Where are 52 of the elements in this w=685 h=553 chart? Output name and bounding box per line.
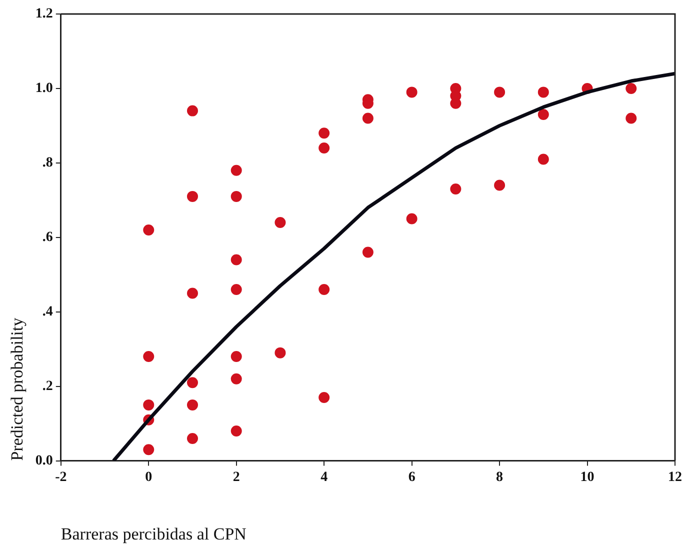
y-tick-label: .2 xyxy=(42,378,53,394)
y-axis-title: Predicted probability xyxy=(8,317,27,461)
point xyxy=(230,254,242,266)
point xyxy=(318,284,330,296)
y-tick-label: 0.0 xyxy=(35,453,53,468)
x-axis-title: Barreras percibidas al CPN xyxy=(60,524,246,544)
point xyxy=(143,224,154,236)
point xyxy=(538,86,549,98)
point xyxy=(230,351,242,362)
point xyxy=(406,213,418,224)
y-tick-label: 1.2 xyxy=(35,6,53,22)
point xyxy=(186,105,198,116)
point xyxy=(362,246,374,258)
point xyxy=(186,190,198,202)
point xyxy=(318,142,330,154)
point xyxy=(318,128,330,139)
point xyxy=(538,109,549,120)
point xyxy=(406,86,418,98)
y-tick-label: 1.0 xyxy=(35,81,53,96)
point xyxy=(143,444,154,456)
point xyxy=(186,399,198,410)
point xyxy=(538,154,549,165)
x-tick-label: 6 xyxy=(408,470,416,485)
point xyxy=(230,190,242,202)
point xyxy=(494,86,506,98)
x-tick-label: 0 xyxy=(145,470,152,485)
y-tick-label: .8 xyxy=(42,156,53,171)
point xyxy=(230,373,242,384)
x-tick-label: 12 xyxy=(668,470,682,485)
point xyxy=(494,180,506,191)
x-tick-label: 4 xyxy=(320,470,328,485)
x-tick-label: 8 xyxy=(496,470,504,485)
x-tick-label: -2 xyxy=(55,470,67,485)
x-tick-label: 10 xyxy=(580,470,594,485)
point xyxy=(230,164,242,176)
point xyxy=(274,217,286,228)
point xyxy=(626,82,637,94)
point xyxy=(626,112,637,124)
point xyxy=(186,432,198,444)
point xyxy=(230,426,242,437)
x-tick-label: 2 xyxy=(232,470,240,485)
point xyxy=(230,284,242,296)
point xyxy=(143,399,154,410)
point xyxy=(362,112,374,124)
point xyxy=(186,377,198,388)
point xyxy=(274,347,286,358)
y-tick-label: .4 xyxy=(42,304,53,320)
y-tick-label: .6 xyxy=(42,230,53,246)
point xyxy=(186,288,198,299)
point xyxy=(450,183,462,194)
point xyxy=(143,351,154,362)
point xyxy=(318,392,330,404)
